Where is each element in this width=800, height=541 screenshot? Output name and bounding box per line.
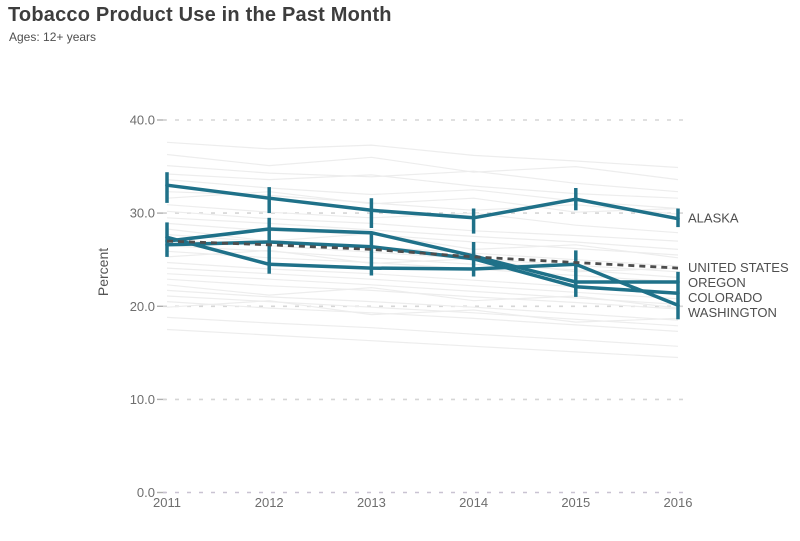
background-state-line bbox=[166, 228, 679, 259]
x-tick-label-2012: 2012 bbox=[255, 495, 284, 510]
background-state-line bbox=[166, 328, 679, 359]
y-tick-label: 40.0 bbox=[130, 113, 155, 128]
background-state-line bbox=[166, 217, 679, 250]
x-tick-label-2011: 2011 bbox=[153, 495, 181, 510]
background-state-line bbox=[166, 301, 679, 332]
background-state-line bbox=[166, 141, 679, 169]
background-state-line bbox=[166, 165, 679, 193]
chart-title: Tobacco Product Use in the Past Month bbox=[8, 4, 392, 26]
background-state-line bbox=[166, 173, 679, 199]
series-line-oregon[interactable] bbox=[165, 227, 680, 284]
background-state-line bbox=[166, 153, 679, 181]
y-tick-label: 10.0 bbox=[130, 392, 155, 407]
y-tick-label: 0.0 bbox=[137, 485, 155, 500]
series-line-united-states[interactable] bbox=[166, 239, 679, 270]
series-line-washington[interactable] bbox=[165, 235, 680, 308]
background-state-line bbox=[166, 289, 679, 321]
chart-subtitle: Ages: 12+ years bbox=[9, 30, 97, 44]
series-label-united-states: UNITED STATES bbox=[688, 260, 789, 275]
y-tick-label: 20.0 bbox=[130, 299, 155, 314]
x-tick-label-2015: 2015 bbox=[561, 495, 590, 510]
background-state-line bbox=[166, 191, 679, 213]
background-state-line bbox=[166, 295, 679, 327]
y-axis-label: Percent bbox=[95, 248, 111, 296]
background-state-line bbox=[166, 284, 679, 309]
series-label-alaska: ALASKA bbox=[688, 211, 739, 226]
background-state-line bbox=[166, 300, 679, 323]
x-tick-label-2016: 2016 bbox=[664, 495, 693, 510]
background-state-line bbox=[166, 316, 679, 347]
y-tick-label: 30.0 bbox=[130, 206, 155, 221]
series-label-washington: WASHINGTON bbox=[688, 305, 777, 320]
x-tick-label-2013: 2013 bbox=[357, 495, 386, 510]
background-state-line bbox=[166, 267, 679, 300]
background-state-line bbox=[166, 250, 679, 283]
series-label-oregon: OREGON bbox=[688, 275, 746, 290]
background-state-line bbox=[166, 210, 679, 242]
background-state-line bbox=[166, 273, 679, 305]
background-state-line bbox=[166, 239, 679, 273]
series-line-alaska[interactable] bbox=[165, 183, 680, 221]
series-label-colorado: COLORADO bbox=[688, 290, 762, 305]
x-tick-label-2014: 2014 bbox=[459, 495, 488, 510]
